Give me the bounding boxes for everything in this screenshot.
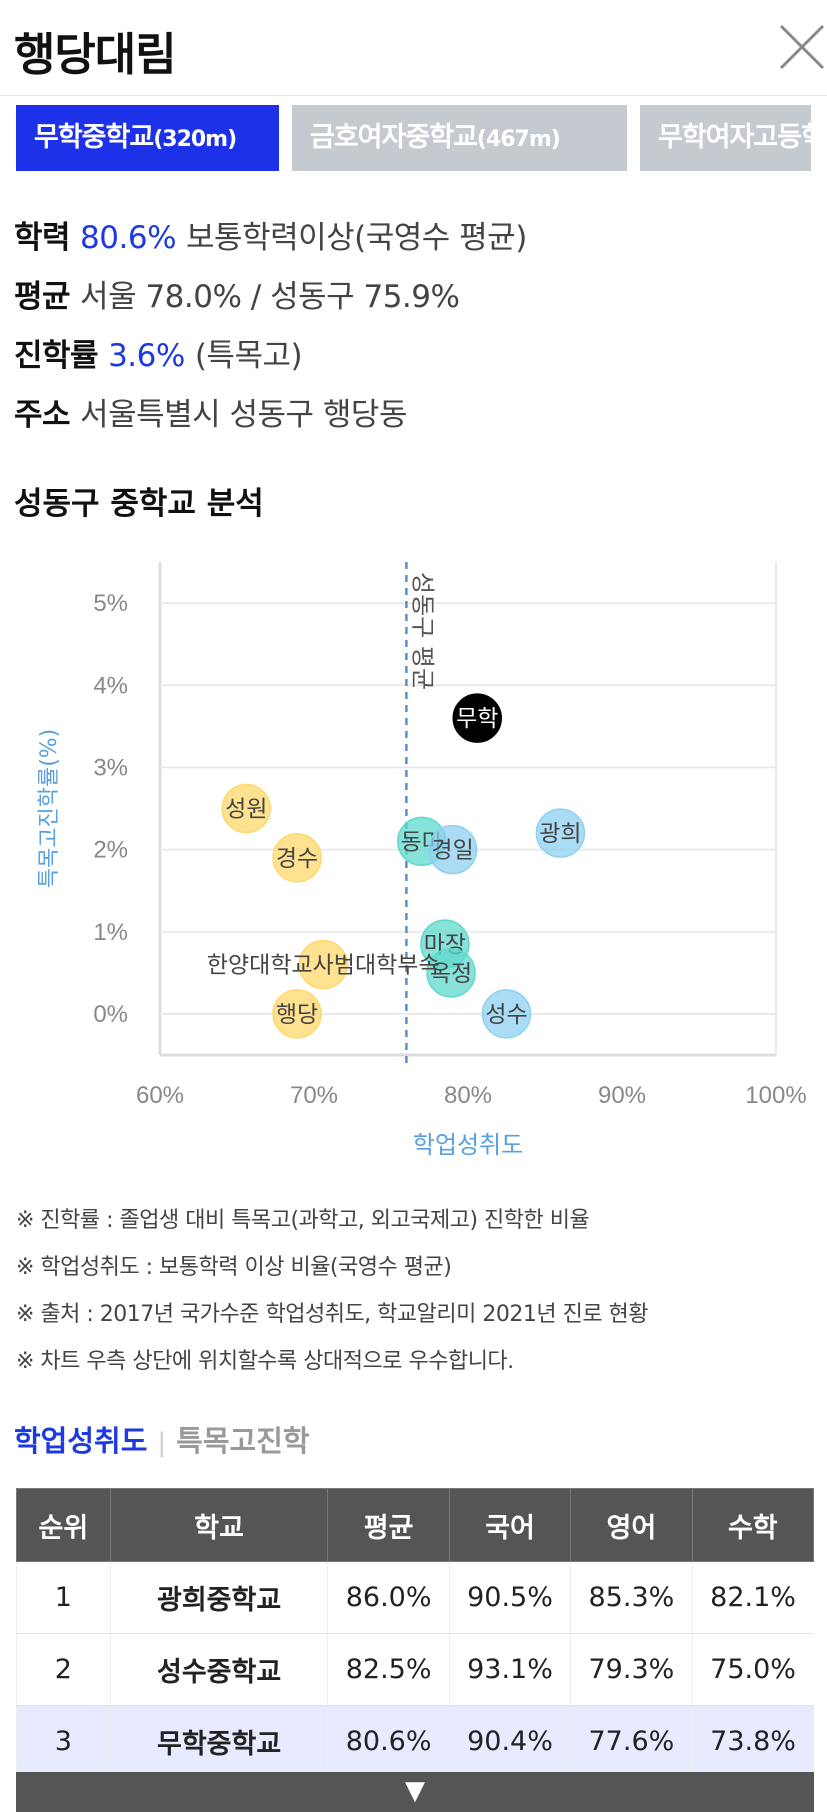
x-axis-title: 학업성취도 [413, 1131, 523, 1159]
col-school: 학교 [109, 1488, 329, 1562]
cell-korean: 90.5% [448, 1561, 571, 1634]
point-옥정 [426, 948, 476, 998]
info-advance: 진학률 3.6% (특목고) [14, 330, 303, 375]
cell-korean: 90.4% [448, 1705, 571, 1778]
col-rank: 순위 [16, 1488, 111, 1562]
point-label: 경일 [431, 838, 473, 864]
info-key: 학력 [14, 220, 71, 256]
cell-school: 광희중학교 [109, 1561, 328, 1634]
x-tick-label: 60% [136, 1082, 184, 1109]
tab-distance: (320m) [153, 127, 237, 152]
school-tabs: 무학중학교(320m) 금호여자중학교(467m) 무학여자고등학교 [16, 105, 811, 171]
tab-label: 무학중학교 [34, 122, 154, 153]
point-경수 [272, 833, 322, 883]
y-tick-label: 0% [93, 1001, 128, 1028]
cell-school: 무학중학교 [109, 1705, 328, 1778]
info-key: 진학률 [14, 338, 99, 374]
info-achievement: 학력 80.6% 보통학력이상(국영수 평균) [14, 212, 527, 257]
tab-special-high[interactable]: 특목고진학 [176, 1424, 310, 1458]
y-tick-label: 2% [93, 837, 128, 864]
col-average: 평균 [327, 1488, 450, 1562]
info-average: 평균 서울 78.0% / 성동구 75.9% [14, 271, 460, 316]
tab-label: 무학여자고등학교 [658, 122, 811, 153]
cell-average: 86.0% [327, 1561, 450, 1634]
achievement-value: 80.6% [80, 220, 177, 256]
col-korean: 국어 [448, 1488, 572, 1562]
tab-school-1[interactable]: 무학중학교(320m) [16, 105, 279, 171]
point-경일 [427, 824, 478, 875]
cell-english: 77.6% [570, 1705, 693, 1778]
tab-school-2[interactable]: 금호여자중학교(467m) [292, 105, 627, 171]
point-label: 한양대학교사범대학부속 [207, 953, 440, 979]
page-title: 행당대림 [14, 28, 177, 81]
achievement-desc: 보통학력이상(국영수 평균) [186, 220, 527, 256]
col-math: 수학 [691, 1488, 815, 1562]
tab-achievement[interactable]: 학업성취도 [14, 1424, 148, 1458]
advance-value: 3.6% [108, 338, 185, 374]
y-axis-title: 특목고진학률(%) [37, 729, 62, 889]
cell-rank: 2 [16, 1633, 111, 1706]
x-tick-label: 70% [290, 1082, 338, 1109]
ranking-tabs: 학업성취도 | 특목고진학 [14, 1418, 310, 1460]
col-english: 영어 [570, 1488, 693, 1562]
point-행당 [272, 989, 322, 1039]
point-label: 광희 [539, 821, 581, 847]
ranking-table: 순위 학교 평균 국어 영어 수학 1 광희중학교 86.0% 90.5% 85… [16, 1488, 815, 1778]
cell-english: 79.3% [570, 1633, 693, 1706]
cell-school: 성수중학교 [109, 1633, 328, 1706]
note-4: ※ 차트 우측 상단에 위치할수록 상대적으로 우수합니다. [16, 1349, 514, 1374]
point-광희 [535, 808, 586, 858]
note-1: ※ 진학률 : 졸업생 대비 특목고(과학고, 외고국제고) 진학한 비율 [16, 1208, 590, 1233]
average-value: 서울 78.0% / 성동구 75.9% [80, 279, 460, 315]
point-무학 [452, 693, 502, 743]
section-title: 성동구 중학교 분석 [14, 486, 264, 522]
cell-rank: 3 [16, 1705, 111, 1778]
point-label: 무학 [456, 706, 498, 732]
tab-separator: | [157, 1428, 167, 1458]
close-icon[interactable] [777, 22, 827, 72]
tab-label: 금호여자중학교 [310, 122, 478, 153]
y-tick-label: 5% [93, 590, 128, 617]
scatter-chart: 0% 1% 2% 3% 4% 5% 60% 70% 80% 90% 100% 학업성취도 특목고진학률(… [37, 562, 807, 1159]
point-한양대학교사범대학부속 [298, 939, 348, 990]
note-2: ※ 학업성취도 : 보통학력 이상 비율(국영수 평균) [16, 1255, 452, 1280]
x-tick-label: 90% [598, 1082, 646, 1109]
note-3: ※ 출처 : 2017년 국가수준 학업성취도, 학교알리미 2021년 진로 … [16, 1302, 649, 1327]
x-tick-label: 80% [444, 1082, 492, 1109]
point-label: 성수 [485, 1002, 527, 1028]
info-key: 평균 [14, 279, 71, 315]
show-more-button[interactable]: ▼ [16, 1772, 814, 1812]
cell-average: 80.6% [327, 1705, 450, 1778]
table-row[interactable]: 1 광희중학교 86.0% 90.5% 85.3% 82.1% [16, 1561, 814, 1634]
point-label: 옥정 [430, 961, 472, 987]
cell-english: 85.3% [570, 1561, 693, 1634]
x-tick-label: 100% [745, 1082, 806, 1109]
cell-math: 82.1% [691, 1561, 814, 1634]
table-row[interactable]: 2 성수중학교 82.5% 93.1% 79.3% 75.0% [16, 1633, 814, 1706]
y-tick-label: 1% [93, 919, 128, 946]
point-성수 [481, 989, 532, 1039]
point-label: 경수 [276, 846, 318, 872]
cell-korean: 93.1% [448, 1633, 571, 1706]
info-address: 주소 서울특별시 성동구 행당동 [14, 389, 407, 434]
tab-school-3[interactable]: 무학여자고등학교 [640, 105, 811, 171]
point-label: 성원 [225, 797, 267, 823]
table-row-highlighted[interactable]: 3 무학중학교 80.6% 90.4% 77.6% 73.8% [16, 1705, 814, 1778]
cell-math: 75.0% [691, 1633, 814, 1706]
tab-distance: (467m) [476, 127, 561, 152]
cell-rank: 1 [16, 1561, 111, 1634]
chevron-down-icon: ▼ [405, 1776, 425, 1806]
table-header-row: 순위 학교 평균 국어 영어 수학 [16, 1488, 815, 1562]
y-tick-label: 3% [93, 754, 128, 781]
advance-desc: (특목고) [194, 338, 303, 374]
address-value: 서울특별시 성동구 행당동 [80, 397, 407, 433]
header-bar: 행당대림 [0, 0, 827, 96]
info-key: 주소 [14, 397, 71, 433]
point-성원 [221, 783, 271, 834]
reference-line-label: 성동구 평균 [408, 572, 436, 690]
cell-average: 82.5% [327, 1633, 450, 1706]
y-tick-label: 4% [93, 672, 128, 699]
cell-math: 73.8% [691, 1705, 814, 1778]
point-label: 행당 [276, 1002, 318, 1028]
